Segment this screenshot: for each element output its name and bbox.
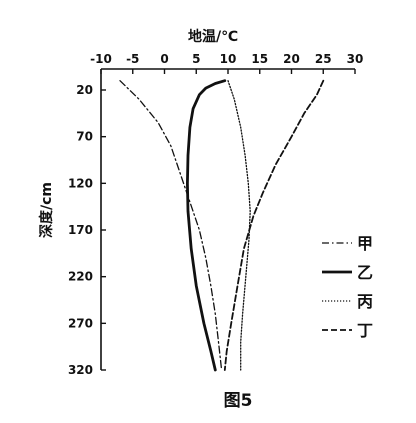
x-axis: -10 -5 0 5 10 15 20 25 30 xyxy=(90,52,363,74)
y-tick-label: 120 xyxy=(68,176,93,190)
x-tick-label: 5 xyxy=(192,52,200,66)
series-layer xyxy=(119,79,325,372)
series-line-1 xyxy=(119,80,223,371)
x-tick-label: 15 xyxy=(251,52,268,66)
series-line-4 xyxy=(223,79,325,371)
x-tick-label: -5 xyxy=(126,52,139,66)
y-tick-label: 170 xyxy=(68,223,93,237)
y-tick-label: 70 xyxy=(76,130,93,144)
x-axis-title: 地温/℃ xyxy=(188,28,238,45)
figure-caption: 图5 xyxy=(224,391,253,411)
y-axis: 20 70 120 170 220 270 320 xyxy=(68,83,106,377)
legend-label-1: 甲 xyxy=(357,234,373,253)
y-tick-label: 320 xyxy=(68,363,93,377)
x-tick-label: 0 xyxy=(160,52,168,66)
legend-label-2: 乙 xyxy=(357,263,373,282)
x-tick-label: 25 xyxy=(315,52,332,66)
legend-label-4: 丁 xyxy=(357,321,373,340)
x-tick-label: 10 xyxy=(220,52,237,66)
y-axis-title: 深度/cm xyxy=(38,182,55,238)
x-tick-label: 30 xyxy=(347,52,364,66)
legend-label-3: 丙 xyxy=(357,292,373,311)
x-tick-label: 20 xyxy=(283,52,300,66)
x-tick-label: -10 xyxy=(90,52,112,66)
y-tick-label: 270 xyxy=(68,316,93,330)
y-tick-label: 220 xyxy=(68,270,93,284)
y-tick-label: 20 xyxy=(76,83,93,97)
series-line-2 xyxy=(185,79,227,372)
series-line-3 xyxy=(227,80,251,371)
